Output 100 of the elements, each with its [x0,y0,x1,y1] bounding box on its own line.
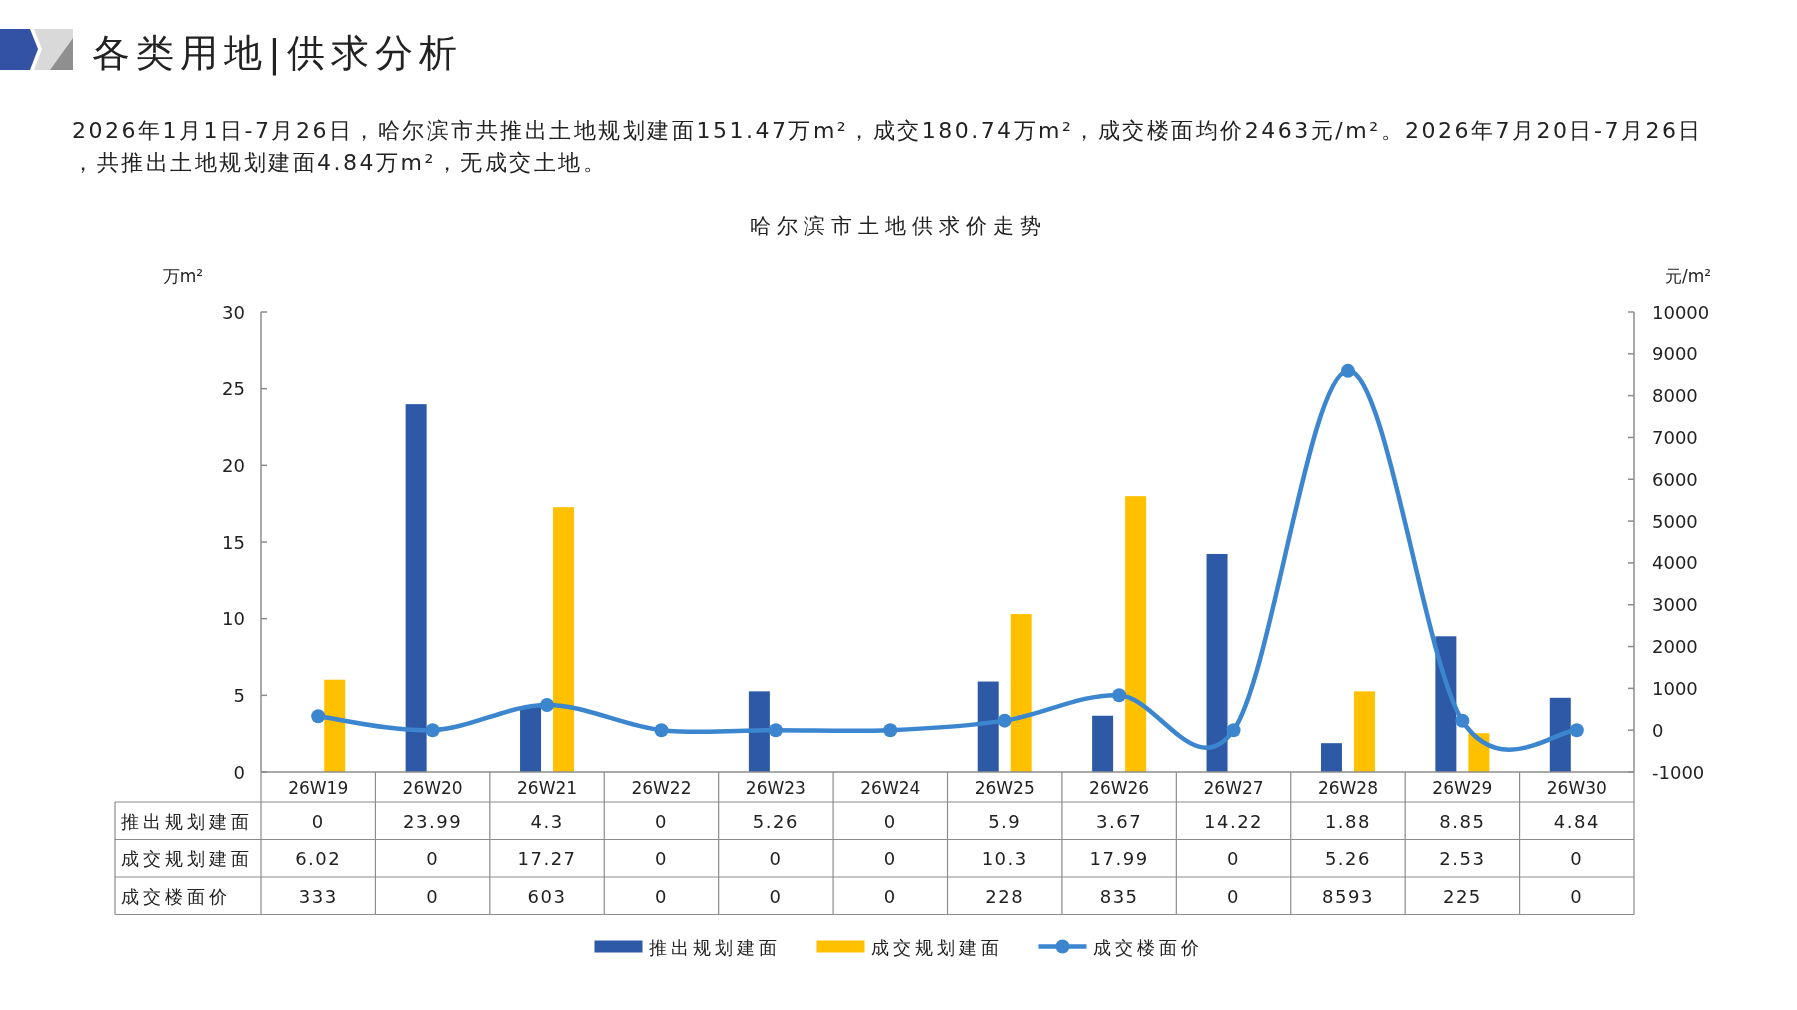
bar [520,706,542,772]
data-label: 0 [654,848,668,870]
point [1340,363,1355,378]
legend-label: 推出规划建面 [648,936,781,958]
y-tick-label: 25 [222,378,245,400]
data-label: 5.26 [752,810,799,832]
data-label: 0 [883,810,897,832]
data-label: 0 [426,848,440,870]
legend-label: 成交楼面价 [1092,936,1203,958]
data-label: 0 [1227,848,1241,870]
bar [977,681,999,772]
y2-tick-label: 2000 [1652,636,1698,658]
y2-tick-label: 1000 [1652,677,1698,699]
x-tick-label: 26W24 [860,778,921,798]
data-label: 0 [883,848,897,870]
bar [748,691,770,772]
point [997,713,1012,728]
data-label: 14.22 [1204,810,1264,832]
point [311,709,326,724]
bar [1125,496,1147,772]
x-tick-label: 26W30 [1546,778,1607,798]
text: 各类用地|供求分析 [92,31,463,76]
data-label: 603 [527,885,567,907]
chart-subtitle: 2026年1月1日-7月26日，哈尔滨市共推出土地规划建面151.47万m²，成交180.74万m²，成交楼面均价2463元/m²。2026年7月20日-7月26日，共推出土地规划建面4.84万m²，无成交土地。 [72,118,1703,175]
y2-axis-title: 元/m² [1664,266,1712,286]
data-label: 4.84 [1553,810,1600,832]
point [883,723,898,738]
data-label: 0 [654,810,668,832]
text: 成交楼面价 [121,885,231,907]
chart-title: 哈尔滨市土地供求价走势 [750,214,1047,238]
legend-label: 成交规划建面 [870,936,1003,958]
y2-tick-label: 9000 [1652,343,1698,365]
y-tick-label: 10 [222,608,245,630]
x-tick-label: 26W25 [974,778,1035,798]
data-label: 1.88 [1324,810,1371,832]
data-label: 8.85 [1439,810,1486,832]
data-label: 2.53 [1439,848,1486,870]
bar [1206,553,1228,772]
y-tick-label: 15 [222,531,245,553]
x-tick-label: 26W22 [631,778,692,798]
point [768,723,783,738]
text: 成交规划建面 [121,848,253,870]
data-label: 835 [1099,885,1139,907]
data-label: 17.99 [1089,848,1149,870]
x-tick-label: 26W23 [745,778,806,798]
y2-tick-label: -1000 [1652,761,1705,783]
data-label: 4.3 [530,810,564,832]
bar [1092,715,1114,772]
data-label: 333 [298,885,338,907]
bar [1010,614,1032,772]
y-tick-label: 20 [222,454,245,476]
data-label: 3.67 [1096,810,1143,832]
data-label: 0 [426,885,440,907]
bar [405,404,427,772]
y2-tick-label: 6000 [1652,468,1698,490]
x-tick-label: 26W21 [517,778,578,798]
data-label: 0 [883,885,897,907]
bar [553,507,575,772]
bar [1549,697,1571,772]
y2-tick-label: 8000 [1652,385,1698,407]
x-tick-label: 26W20 [402,778,463,798]
point [654,723,669,738]
data-label: 0 [1570,848,1584,870]
data-label: 0 [1227,885,1241,907]
point [1569,723,1584,738]
data-label: 228 [985,885,1025,907]
data-label: 10.3 [981,848,1028,870]
x-tick-label: 26W26 [1089,778,1150,798]
bar [1320,743,1342,772]
y2-tick-label: 0 [1652,719,1664,741]
data-label: 0 [311,810,325,832]
y2-tick-label: 10000 [1652,301,1710,323]
data-label: 17.27 [517,848,577,870]
data-label: 23.99 [403,810,463,832]
point [1226,723,1241,738]
y2-tick-label: 4000 [1652,552,1698,574]
x-tick-label: 26W29 [1432,778,1493,798]
point [1112,688,1127,703]
data-label: 0 [1570,885,1584,907]
data-label: 8593 [1322,885,1374,907]
x-tick-label: 26W19 [288,778,349,798]
y2-tick-label: 3000 [1652,594,1698,616]
data-label: 5.26 [1324,848,1371,870]
data-label: 5.9 [988,810,1022,832]
bar [324,679,346,772]
y-tick-label: 5 [233,684,245,706]
x-tick-label: 26W28 [1317,778,1378,798]
point [1455,713,1470,728]
point [540,697,555,712]
y-tick-label: 30 [222,301,245,323]
y2-tick-label: 5000 [1652,510,1698,532]
y2-tick-label: 7000 [1652,426,1698,448]
y-tick-label: 0 [233,761,245,783]
data-label: 0 [769,848,783,870]
data-label: 0 [654,885,668,907]
bar [1353,691,1375,772]
y-axis-title: 万m² [162,266,204,286]
x-tick-label: 26W27 [1203,778,1264,798]
data-label: 6.02 [295,848,342,870]
point [425,723,440,738]
